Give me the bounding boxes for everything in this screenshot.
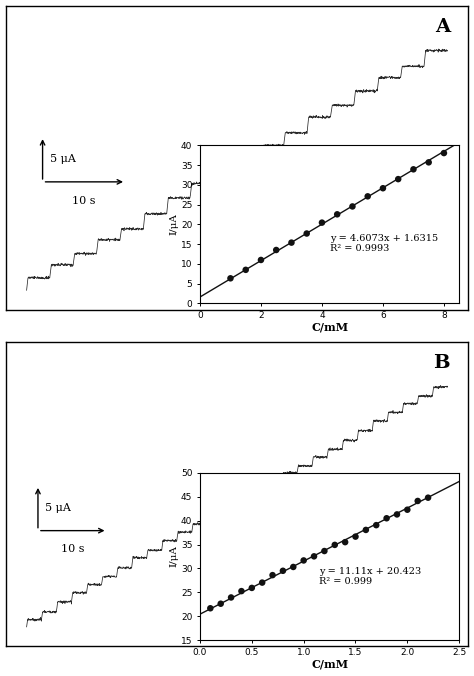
Text: B: B [433,354,450,372]
Text: 5 μA: 5 μA [46,503,71,513]
Text: 10 s: 10 s [61,544,84,554]
Text: 10 s: 10 s [73,195,96,206]
Text: A: A [435,18,450,36]
Text: 5 μA: 5 μA [50,154,76,164]
